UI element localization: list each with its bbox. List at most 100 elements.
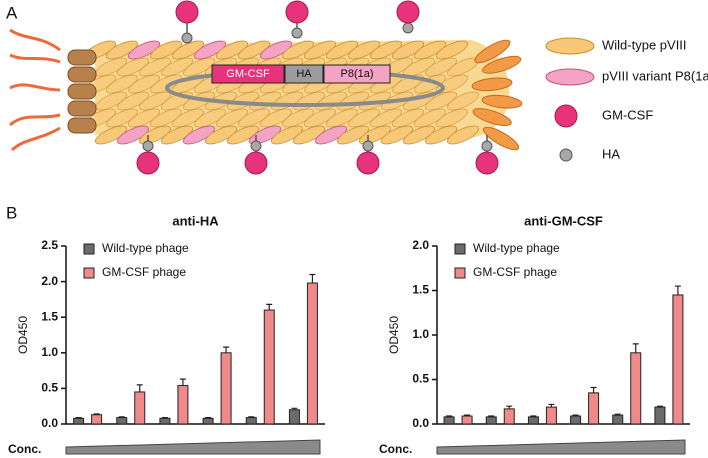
y-tick-label: 1.0	[41, 345, 58, 359]
bar	[263, 309, 275, 425]
bar	[116, 417, 128, 425]
pviii	[138, 125, 172, 145]
bar	[73, 417, 85, 425]
legend-label: Wild-type phage	[102, 241, 189, 255]
ha-tag	[362, 140, 374, 152]
pviii	[204, 125, 238, 145]
y-tick-label: 2.5	[41, 238, 58, 252]
bar	[159, 417, 171, 425]
pviii	[237, 108, 271, 128]
bar	[570, 415, 582, 425]
error-bar	[656, 405, 663, 408]
chart-title: anti-HA	[172, 213, 219, 228]
pviii	[105, 74, 139, 94]
error-bar	[223, 346, 230, 353]
bar	[485, 416, 497, 425]
pviii	[380, 125, 414, 145]
tip-protein	[471, 77, 513, 92]
gm-csf	[175, 0, 199, 24]
tip-protein	[482, 126, 520, 151]
bar	[220, 352, 232, 425]
legend-icon	[545, 37, 595, 55]
y-axis-label: OD450	[16, 316, 30, 354]
pviii	[94, 125, 128, 145]
bar	[545, 406, 557, 425]
pviii	[424, 57, 458, 77]
legend-icon	[545, 68, 595, 86]
pviii	[303, 40, 337, 60]
pviii	[369, 108, 403, 128]
y-tick-label: 1.5	[41, 309, 58, 323]
error-bar	[75, 416, 82, 419]
pviii	[325, 108, 359, 128]
pviii	[259, 108, 293, 128]
end-cap	[67, 83, 97, 100]
bar	[91, 414, 103, 425]
y-tick-label: 1.0	[412, 327, 429, 341]
concentration-ramp	[436, 439, 686, 455]
tip-protein	[474, 39, 511, 64]
gene-box	[284, 64, 324, 84]
bar	[245, 417, 257, 425]
pviii	[226, 91, 260, 111]
gene-box	[323, 64, 391, 84]
charts: anti-HA OD450 0.0 0.5 1.0 1.5 2.0 2.5 Wild-type …	[8, 213, 690, 456]
pviii	[391, 40, 425, 60]
bar	[612, 414, 624, 425]
bar	[461, 415, 473, 425]
gene-box	[211, 64, 285, 84]
y-tick-label: 2.0	[412, 238, 429, 252]
legend-label: pVIII variant P8(1a)	[602, 68, 708, 83]
tip-protein	[482, 55, 522, 74]
pviii	[325, 40, 359, 60]
error-bar	[488, 415, 495, 417]
y-tick-label: 0.0	[41, 416, 58, 430]
legend-swatch	[454, 243, 466, 255]
pviii	[270, 125, 304, 145]
pviii	[149, 40, 183, 60]
pviii	[435, 108, 469, 128]
variant-pviii	[182, 125, 216, 145]
legend-icon	[554, 104, 578, 128]
pviii	[182, 91, 216, 111]
x-axis-label: Conc.	[379, 442, 412, 456]
tip-protein	[472, 108, 512, 126]
error-bar	[309, 273, 316, 284]
legend-swatch	[83, 243, 95, 255]
bar	[134, 391, 146, 425]
variant-pviii	[116, 125, 150, 145]
bar	[527, 416, 539, 425]
legend-label: GM-CSF	[602, 107, 653, 122]
gene-label: GM-CSF	[226, 68, 270, 80]
y-tick-label: 0.0	[412, 416, 429, 430]
error-bar	[530, 415, 537, 417]
pviii	[281, 108, 315, 128]
error-bar	[291, 407, 298, 410]
error-bar	[632, 343, 639, 353]
pviii	[424, 125, 458, 145]
pviii	[391, 108, 425, 128]
error-bar	[248, 416, 255, 418]
end-cap	[67, 100, 97, 117]
pviii	[435, 40, 469, 60]
pviii	[237, 40, 271, 60]
y-axis-label: OD450	[387, 316, 401, 354]
bar	[672, 294, 684, 425]
pviii	[127, 108, 161, 128]
y-tick-label: 2.0	[41, 274, 58, 288]
bar	[288, 409, 300, 425]
end-cap	[67, 49, 97, 66]
pviii	[446, 125, 480, 145]
error-bar	[179, 378, 186, 386]
variant-pviii	[127, 40, 161, 60]
y-tick-label: 1.5	[412, 283, 429, 297]
gm-csf	[136, 151, 160, 175]
tail-fiber	[9, 83, 61, 92]
pviii	[193, 108, 227, 128]
pviii	[347, 108, 381, 128]
pviii	[105, 108, 139, 128]
gm-csf	[244, 151, 268, 175]
error-bar	[506, 405, 513, 409]
pviii	[138, 57, 172, 77]
gene-label: P8(1a)	[340, 68, 373, 80]
